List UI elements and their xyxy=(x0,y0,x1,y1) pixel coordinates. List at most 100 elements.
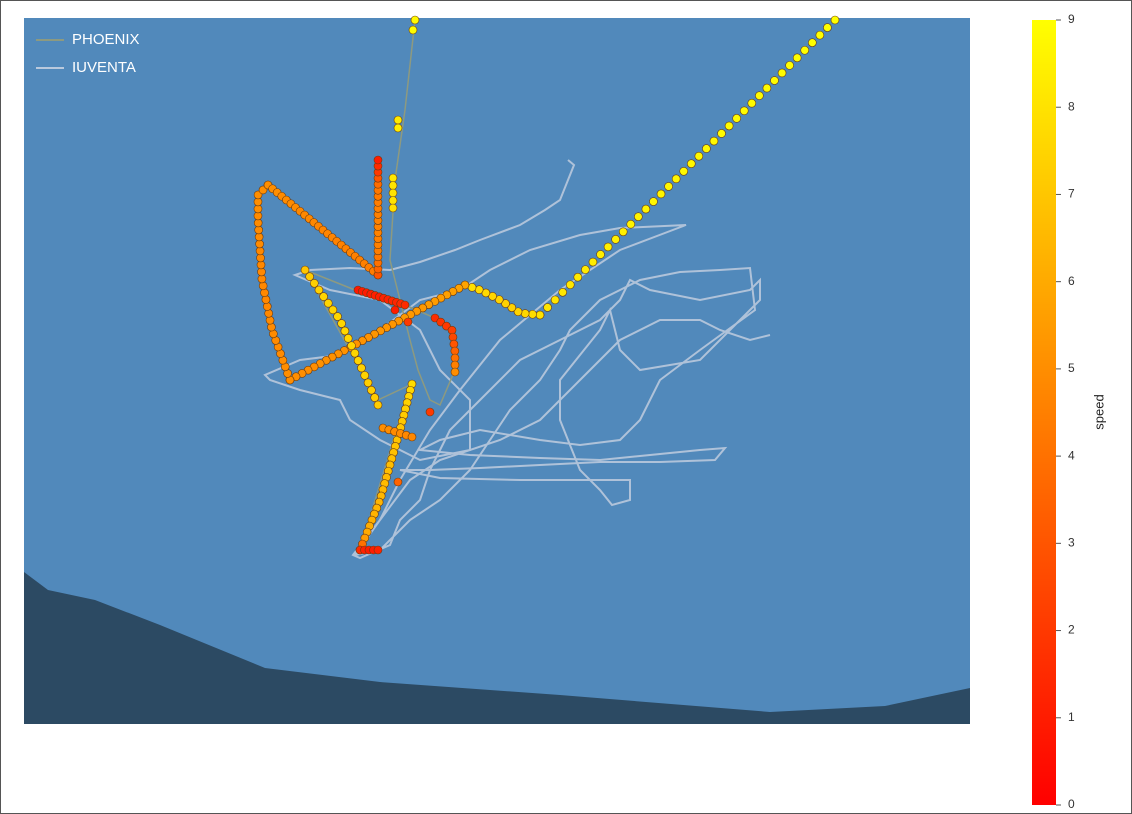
speed-point xyxy=(550,295,560,305)
legend: PHOENIX IUVENTA xyxy=(36,31,140,76)
speed-point xyxy=(507,303,517,312)
speed-point xyxy=(300,265,310,275)
colorbar-tick-label: 7 xyxy=(1068,187,1075,201)
speed-point xyxy=(310,278,319,288)
speed-point xyxy=(343,334,353,343)
speed-point xyxy=(367,385,376,395)
speed-point xyxy=(694,151,704,161)
speed-point xyxy=(755,91,764,100)
speed-point xyxy=(679,166,689,176)
colorbar-tick-label: 0 xyxy=(1068,797,1075,811)
speed-point xyxy=(388,203,398,213)
speed-point xyxy=(565,280,575,290)
speed-point xyxy=(656,189,666,199)
speed-point xyxy=(823,23,832,32)
speed-points xyxy=(253,15,840,555)
speed-point xyxy=(709,136,719,146)
speed-point xyxy=(340,326,350,336)
speed-point xyxy=(337,319,346,328)
speed-point xyxy=(388,173,398,183)
speed-point xyxy=(319,292,328,301)
speed-point xyxy=(800,45,810,55)
speed-point xyxy=(724,121,734,131)
speed-point xyxy=(393,477,403,487)
speed-point xyxy=(777,68,787,78)
speed-point xyxy=(467,283,477,292)
speed-point xyxy=(611,235,620,244)
colorbar-tick-label: 9 xyxy=(1068,12,1075,26)
speed-point xyxy=(265,315,275,325)
speed-point xyxy=(357,363,366,373)
land xyxy=(24,572,970,724)
speed-point xyxy=(350,348,360,358)
speed-point xyxy=(581,265,590,274)
speed-point xyxy=(634,212,643,221)
speed-point xyxy=(626,219,636,229)
speed-point xyxy=(347,341,356,351)
speed-point xyxy=(373,545,383,555)
speed-point xyxy=(501,299,510,308)
speed-point xyxy=(370,393,379,402)
speed-point xyxy=(792,53,802,63)
speed-point xyxy=(573,272,583,282)
speed-point xyxy=(393,123,403,133)
speed-point xyxy=(588,257,598,267)
speed-point xyxy=(360,371,370,380)
speed-point xyxy=(808,38,817,47)
speed-point xyxy=(390,305,400,315)
speed-point xyxy=(664,182,673,191)
speed-point xyxy=(425,407,435,417)
colorbar-tick-label: 6 xyxy=(1068,274,1075,288)
speed-point xyxy=(408,25,418,35)
legend-label: PHOENIX xyxy=(72,31,140,48)
speed-point xyxy=(603,242,613,252)
speed-point xyxy=(513,307,523,317)
speed-point xyxy=(400,300,410,310)
speed-point xyxy=(535,310,545,320)
speed-point xyxy=(785,61,794,70)
speed-point xyxy=(407,432,417,442)
speed-point xyxy=(388,181,398,190)
colorbar-tick-label: 5 xyxy=(1068,361,1075,375)
speed-point xyxy=(388,196,398,205)
speed-point xyxy=(739,106,749,116)
speed-point xyxy=(830,15,840,25)
speed-point xyxy=(596,250,605,259)
speed-point xyxy=(618,227,628,237)
sea xyxy=(24,18,970,724)
place-label: Sabratah xyxy=(204,761,285,783)
speed-point xyxy=(403,317,413,327)
colorbar-tick-label: 3 xyxy=(1068,536,1075,550)
speed-point xyxy=(262,302,272,311)
speed-point xyxy=(671,174,681,184)
speed-point xyxy=(762,83,772,93)
speed-point xyxy=(474,285,484,295)
speed-point xyxy=(528,309,537,319)
colorbar-tick-label: 8 xyxy=(1068,99,1075,113)
speed-point xyxy=(267,322,276,332)
speed-point xyxy=(543,303,552,312)
speed-point xyxy=(373,155,383,165)
speed-point xyxy=(328,305,338,315)
speed-point xyxy=(373,400,383,410)
speed-point xyxy=(450,367,460,377)
speed-point xyxy=(747,98,757,108)
speed-point xyxy=(815,30,825,40)
speed-point xyxy=(649,197,658,206)
speed-point xyxy=(260,288,269,297)
colorbar-tick-label: 1 xyxy=(1068,710,1075,724)
speed-point xyxy=(393,115,403,125)
speed-point xyxy=(520,309,530,318)
speed-point xyxy=(314,285,324,295)
speed-point xyxy=(305,272,314,281)
speed-point xyxy=(717,129,726,138)
speed-point xyxy=(686,159,696,169)
colorbar-ticks: 0 1 2 3 4 5 6 7 8 9 xyxy=(1056,12,1075,811)
legend-label: IUVENTA xyxy=(72,59,136,76)
speed-point xyxy=(261,295,271,304)
iuventa-track xyxy=(263,159,771,560)
place-marker xyxy=(265,736,269,740)
speed-point xyxy=(410,15,420,25)
speed-point xyxy=(264,309,273,318)
